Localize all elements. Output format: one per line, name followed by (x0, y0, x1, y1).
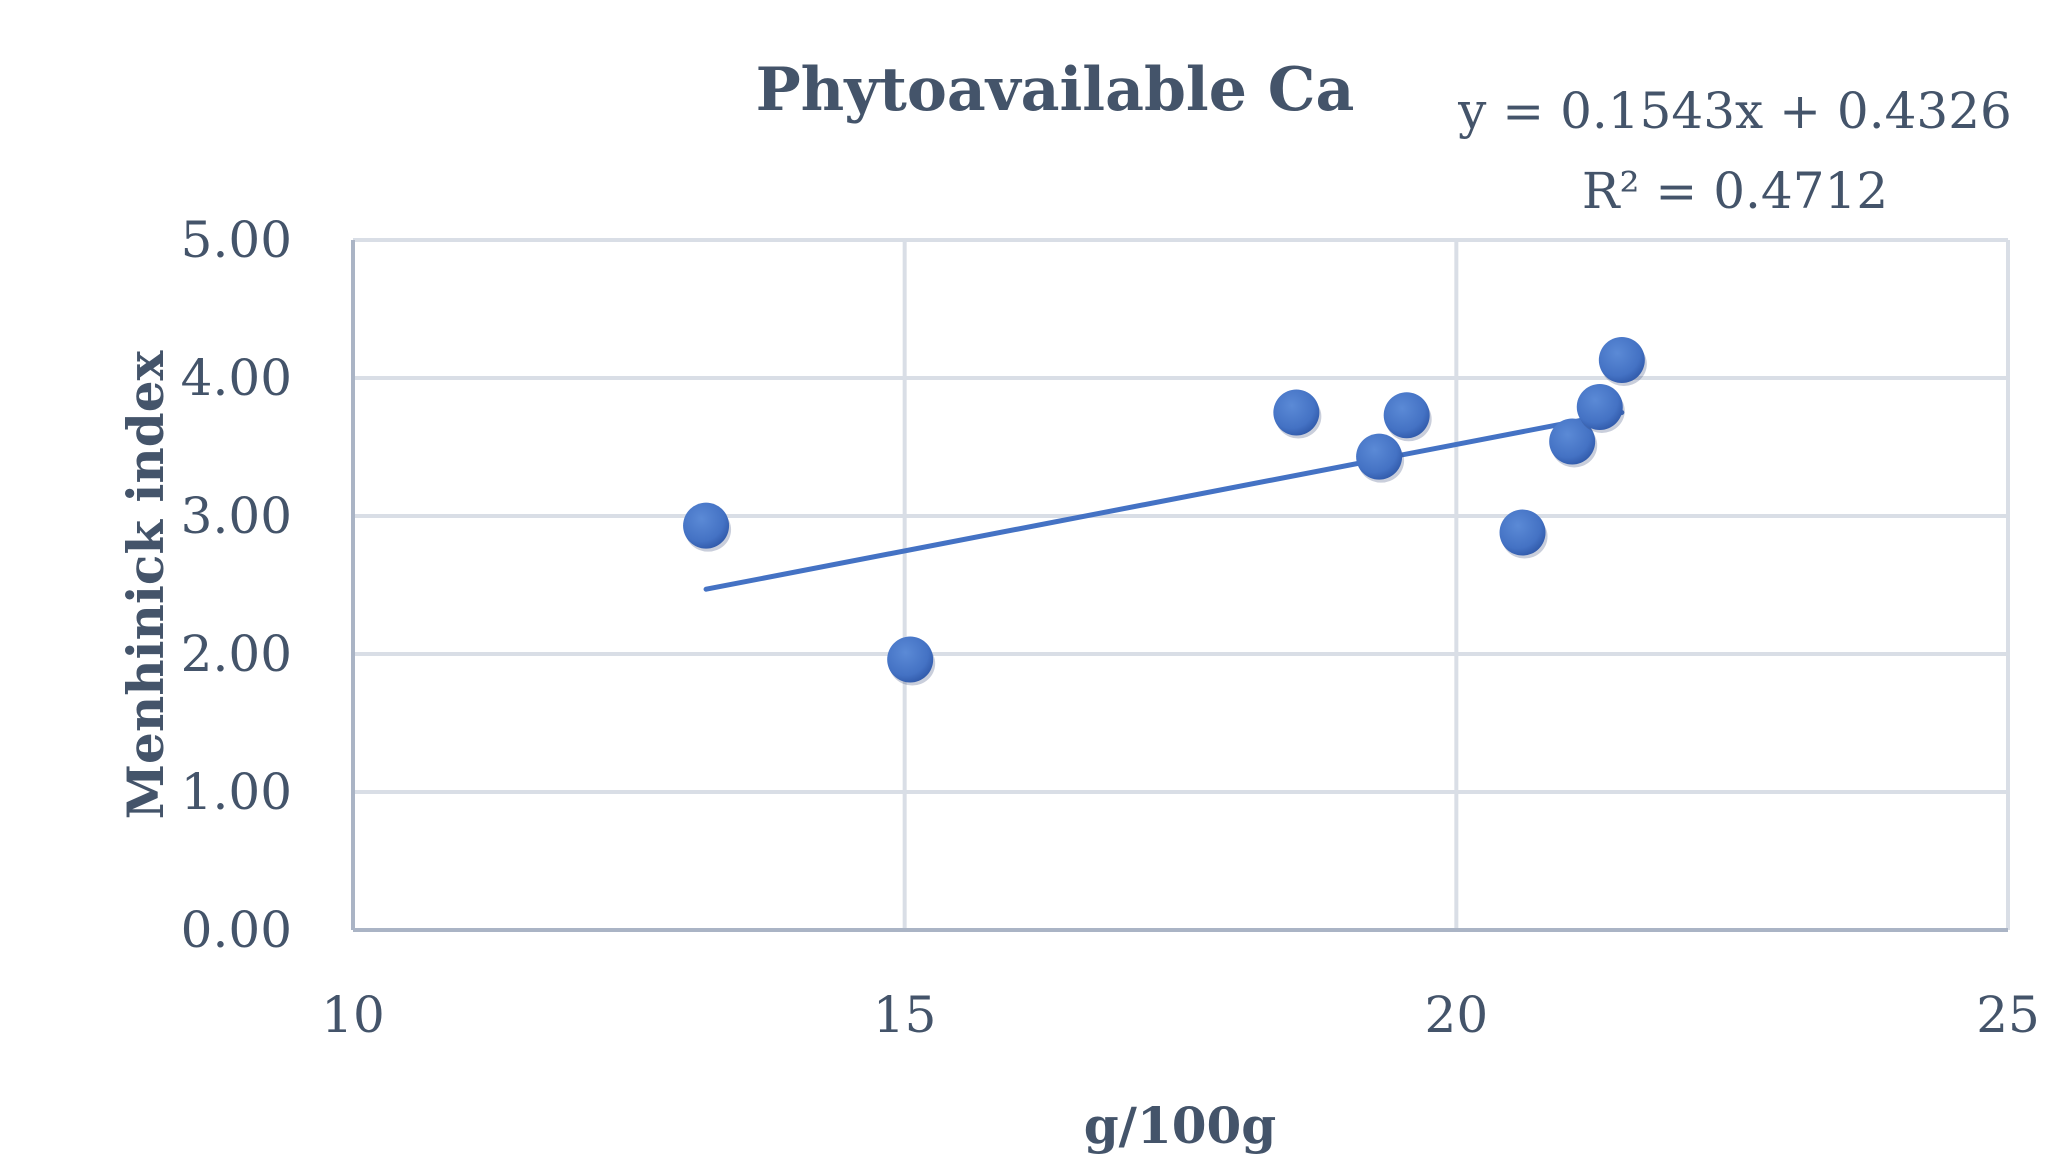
y-axis-tick-labels: 0.00 1.00 2.00 3.00 4.00 5.00 (181, 211, 292, 959)
x-tick-label: 15 (873, 986, 937, 1044)
data-point (1356, 433, 1403, 480)
data-point (887, 636, 934, 683)
x-tick-label: 10 (321, 986, 385, 1044)
y-tick-label: 0.00 (181, 901, 292, 959)
trendline-layer (703, 409, 1625, 592)
data-point (1383, 392, 1430, 439)
gridlines (353, 238, 2010, 930)
y-tick-label: 1.00 (181, 763, 292, 821)
trendline (703, 409, 1625, 592)
y-tick-label: 3.00 (181, 487, 292, 545)
x-axis-tick-labels: 10 15 20 25 (321, 986, 2040, 1044)
axes (351, 240, 2008, 932)
y-tick-label: 4.00 (181, 349, 292, 407)
data-point (1273, 389, 1320, 436)
x-tick-label: 20 (1425, 986, 1489, 1044)
data-points (683, 337, 1647, 686)
chart-title: Phytoavailable Ca (756, 55, 1355, 125)
x-tick-label: 25 (1976, 986, 2040, 1044)
trendline-equation: y = 0.1543x + 0.4326 (1457, 82, 2012, 140)
data-point (1576, 383, 1623, 430)
x-axis-title: g/100g (1084, 1096, 1277, 1155)
data-point (1549, 418, 1596, 465)
y-tick-label: 5.00 (181, 211, 292, 269)
data-point (1499, 509, 1546, 556)
data-point (1598, 337, 1645, 384)
y-axis-title: Menhinick index (116, 350, 175, 820)
data-point (683, 502, 730, 549)
y-tick-label: 2.00 (181, 625, 292, 683)
trendline-r-squared: R² = 0.4712 (1582, 162, 1888, 220)
